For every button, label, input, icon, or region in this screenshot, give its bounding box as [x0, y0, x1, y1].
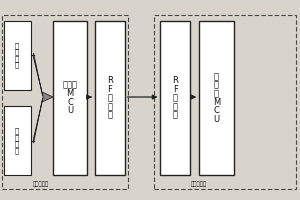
Bar — [95, 21, 124, 175]
Bar — [154, 15, 296, 189]
Text: 接收端部分: 接收端部分 — [191, 182, 207, 187]
Text: 电池端
M
C
U: 电池端 M C U — [63, 81, 78, 115]
Polygon shape — [34, 53, 53, 143]
Text: R
F
接
收
器: R F 接 收 器 — [172, 76, 178, 120]
Text: 检
测
电
压: 检 测 电 压 — [15, 42, 19, 68]
Text: 接
收
端
M
C
U: 接 收 端 M C U — [213, 72, 220, 124]
Text: R
F
发
射
器: R F 发 射 器 — [107, 76, 112, 120]
Bar — [53, 21, 87, 175]
Bar — [160, 21, 190, 175]
Bar — [199, 21, 234, 175]
Text: 电池端部分: 电池端部分 — [33, 182, 49, 187]
Bar — [2, 15, 127, 189]
Text: 检
测
温
度: 检 测 温 度 — [15, 128, 19, 154]
Bar — [4, 21, 31, 90]
Bar — [4, 106, 31, 175]
